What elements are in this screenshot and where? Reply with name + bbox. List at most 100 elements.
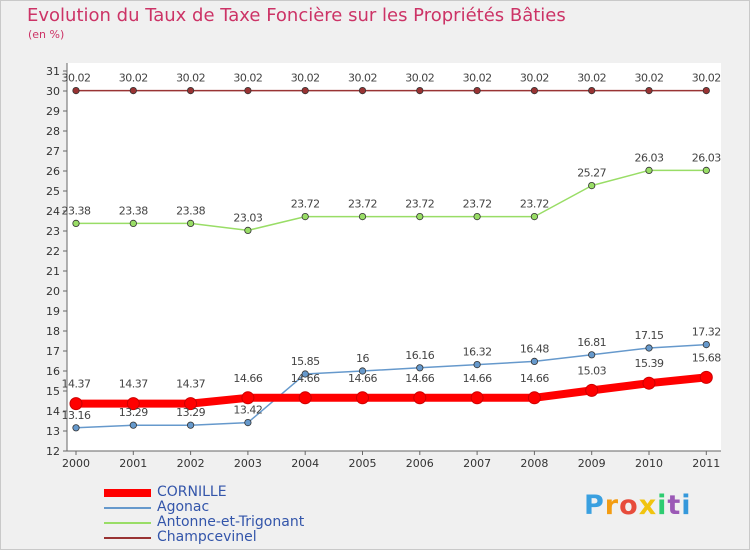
data-label: 14.66 [233, 372, 262, 385]
x-tick-label: 2000 [62, 457, 90, 470]
x-tick-label: 2002 [177, 457, 205, 470]
data-point [702, 87, 710, 95]
x-tick-label: 2008 [520, 457, 548, 470]
data-point [301, 87, 309, 95]
y-tick-label: 20 [46, 285, 60, 298]
data-point [129, 421, 137, 429]
data-point [588, 351, 596, 359]
data-point [187, 87, 195, 95]
data-point [301, 213, 309, 221]
legend-label: Agonac [157, 499, 210, 515]
data-label: 23.38 [62, 204, 91, 217]
logo-letter: i [681, 490, 692, 521]
data-point [129, 87, 137, 95]
data-point [413, 391, 427, 405]
data-point [416, 87, 424, 95]
data-label: 30.02 [176, 72, 205, 85]
y-tick-label: 23 [46, 225, 60, 238]
data-label: 30.02 [635, 72, 664, 85]
data-point [244, 418, 252, 427]
data-label: 30.02 [692, 72, 721, 85]
data-point [585, 383, 599, 397]
data-point [527, 391, 541, 405]
data-point [244, 87, 252, 95]
data-label: 23.72 [520, 198, 549, 211]
chart-title: Evolution du Taux de Taxe Foncière sur l… [27, 5, 566, 26]
data-point [588, 87, 596, 95]
data-point [702, 340, 710, 349]
y-tick-label: 12 [46, 445, 60, 458]
data-label: 16.48 [520, 342, 549, 355]
y-tick-label: 15 [46, 385, 60, 398]
data-point [187, 219, 195, 227]
logo-letter: x [638, 490, 658, 521]
data-point [356, 391, 369, 405]
data-label: 30.02 [291, 72, 320, 85]
data-label: 16.16 [405, 349, 434, 362]
series-line [75, 343, 708, 429]
data-label: 15.39 [635, 357, 664, 370]
x-tick-label: 2004 [291, 457, 319, 470]
data-point [530, 357, 539, 365]
data-point [702, 166, 710, 174]
data-label: 16.32 [463, 346, 492, 359]
data-label: 23.72 [405, 198, 434, 211]
series-line [75, 169, 708, 232]
data-label: 30.02 [463, 72, 492, 85]
x-tick-label: 2009 [578, 457, 606, 470]
data-point [126, 397, 140, 411]
data-label: 14.66 [348, 372, 377, 385]
data-point [645, 344, 653, 352]
data-label: 30.02 [577, 72, 606, 85]
data-point [470, 391, 484, 405]
y-tick-label: 22 [46, 245, 60, 258]
legend-label: CORNILLE [157, 484, 227, 500]
data-label: 15.85 [291, 355, 320, 368]
data-label: 30.02 [62, 72, 91, 85]
data-label: 23.03 [233, 211, 262, 224]
y-tick-label: 28 [46, 125, 60, 138]
data-point [129, 219, 137, 227]
y-tick-label: 17 [46, 345, 60, 358]
data-label: 16.81 [577, 336, 606, 349]
x-tick-label: 2010 [635, 457, 663, 470]
y-tick-label: 29 [46, 105, 60, 118]
proxiti-logo: Proxiti [584, 490, 692, 521]
data-label: 26.03 [635, 151, 664, 164]
x-tick-label: 2003 [234, 457, 262, 470]
plot-area [67, 63, 721, 451]
data-label: 14.66 [520, 372, 549, 385]
y-tick-label: 13 [46, 425, 60, 438]
unit-label: (en %) [28, 28, 65, 41]
data-point [645, 166, 653, 174]
data-label: 30.02 [119, 72, 148, 85]
data-point [187, 421, 195, 429]
data-label: 13.42 [233, 404, 262, 417]
data-label: 14.37 [119, 378, 148, 391]
data-label: 13.29 [119, 406, 148, 419]
x-tick-label: 2005 [349, 457, 377, 470]
data-point [244, 226, 252, 234]
data-point [358, 213, 367, 221]
data-label: 25.27 [577, 167, 606, 180]
y-tick-label: 24 [46, 205, 60, 218]
data-label: 13.29 [176, 406, 205, 419]
data-label: 15.03 [577, 364, 606, 377]
data-point [72, 219, 80, 227]
data-label: 30.02 [348, 72, 377, 85]
data-label: 14.37 [62, 378, 91, 391]
data-point [699, 370, 713, 384]
data-point [241, 391, 255, 405]
y-tick-label: 26 [46, 165, 60, 178]
data-label: 17.32 [692, 326, 721, 339]
x-tick-label: 2006 [406, 457, 434, 470]
logo-letter: i [657, 490, 668, 521]
logo-letter: P [584, 490, 605, 521]
data-point [642, 376, 656, 390]
data-point [72, 424, 80, 432]
data-point [69, 397, 83, 411]
legend-label: Antonne-et-Trigonant [157, 514, 305, 530]
data-point [72, 87, 80, 95]
